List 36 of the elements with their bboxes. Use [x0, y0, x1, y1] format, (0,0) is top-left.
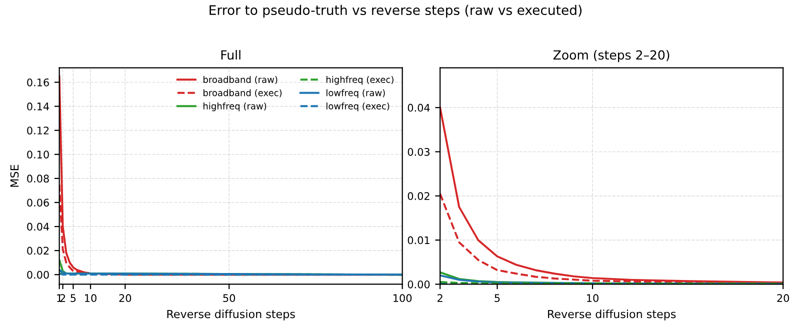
chart-title: Zoom (steps 2–20)	[553, 50, 670, 62]
x-tick-label: 50	[223, 294, 236, 302]
legend-label: highfreq (exec)	[326, 76, 394, 85]
y-tick-label: 0.00	[408, 280, 430, 288]
text: Error to pseudo-truth vs reverse steps (raw vs executed)	[210, 4, 582, 18]
legend-label: highfreq (raw)	[204, 102, 266, 112]
y-tick-label: 0.06	[27, 198, 49, 207]
x-tick-label: 5	[70, 294, 76, 302]
legend-label: broadband (raw)	[204, 76, 278, 84]
x-axis-title: Reverse diffusion steps	[167, 310, 295, 320]
legend-label: lowfreq (raw)	[326, 89, 385, 98]
y-tick-label: 0.16	[27, 78, 49, 86]
y-tick-label: 0.08	[27, 174, 49, 183]
x-tick-label: 20	[777, 294, 790, 302]
y-tick-label: 0.02	[408, 192, 430, 200]
y-tick-label: 0.04	[408, 104, 430, 112]
x-tick-label: 100	[394, 294, 412, 302]
legend-label: broadband (exec)	[204, 89, 282, 98]
legend-label: lowfreq (exec)	[326, 102, 390, 112]
y-axis-title: MSE	[10, 164, 19, 187]
y-tick-label: 0.01	[408, 236, 430, 244]
y-tick-label: 0.04	[27, 222, 50, 231]
x-tick-label: 10	[587, 294, 598, 302]
y-tick-label: 0.03	[408, 148, 430, 156]
x-tick-label: 20	[119, 294, 132, 302]
chart-title: Full	[221, 50, 240, 60]
x-axis-title: Reverse diffusion steps	[548, 310, 676, 320]
y-tick-label: 0.00	[27, 270, 49, 279]
x-tick-label: 2	[438, 294, 442, 302]
x-tick-label: 10	[85, 294, 96, 302]
x-tick-label: 5	[494, 294, 500, 302]
y-tick-label: 0.12	[27, 126, 49, 134]
y-tick-label: 0.10	[27, 150, 49, 158]
x-tick-label: 1	[57, 294, 62, 302]
y-tick-label: 0.14	[27, 102, 50, 110]
y-tick-label: 0.02	[27, 246, 49, 255]
